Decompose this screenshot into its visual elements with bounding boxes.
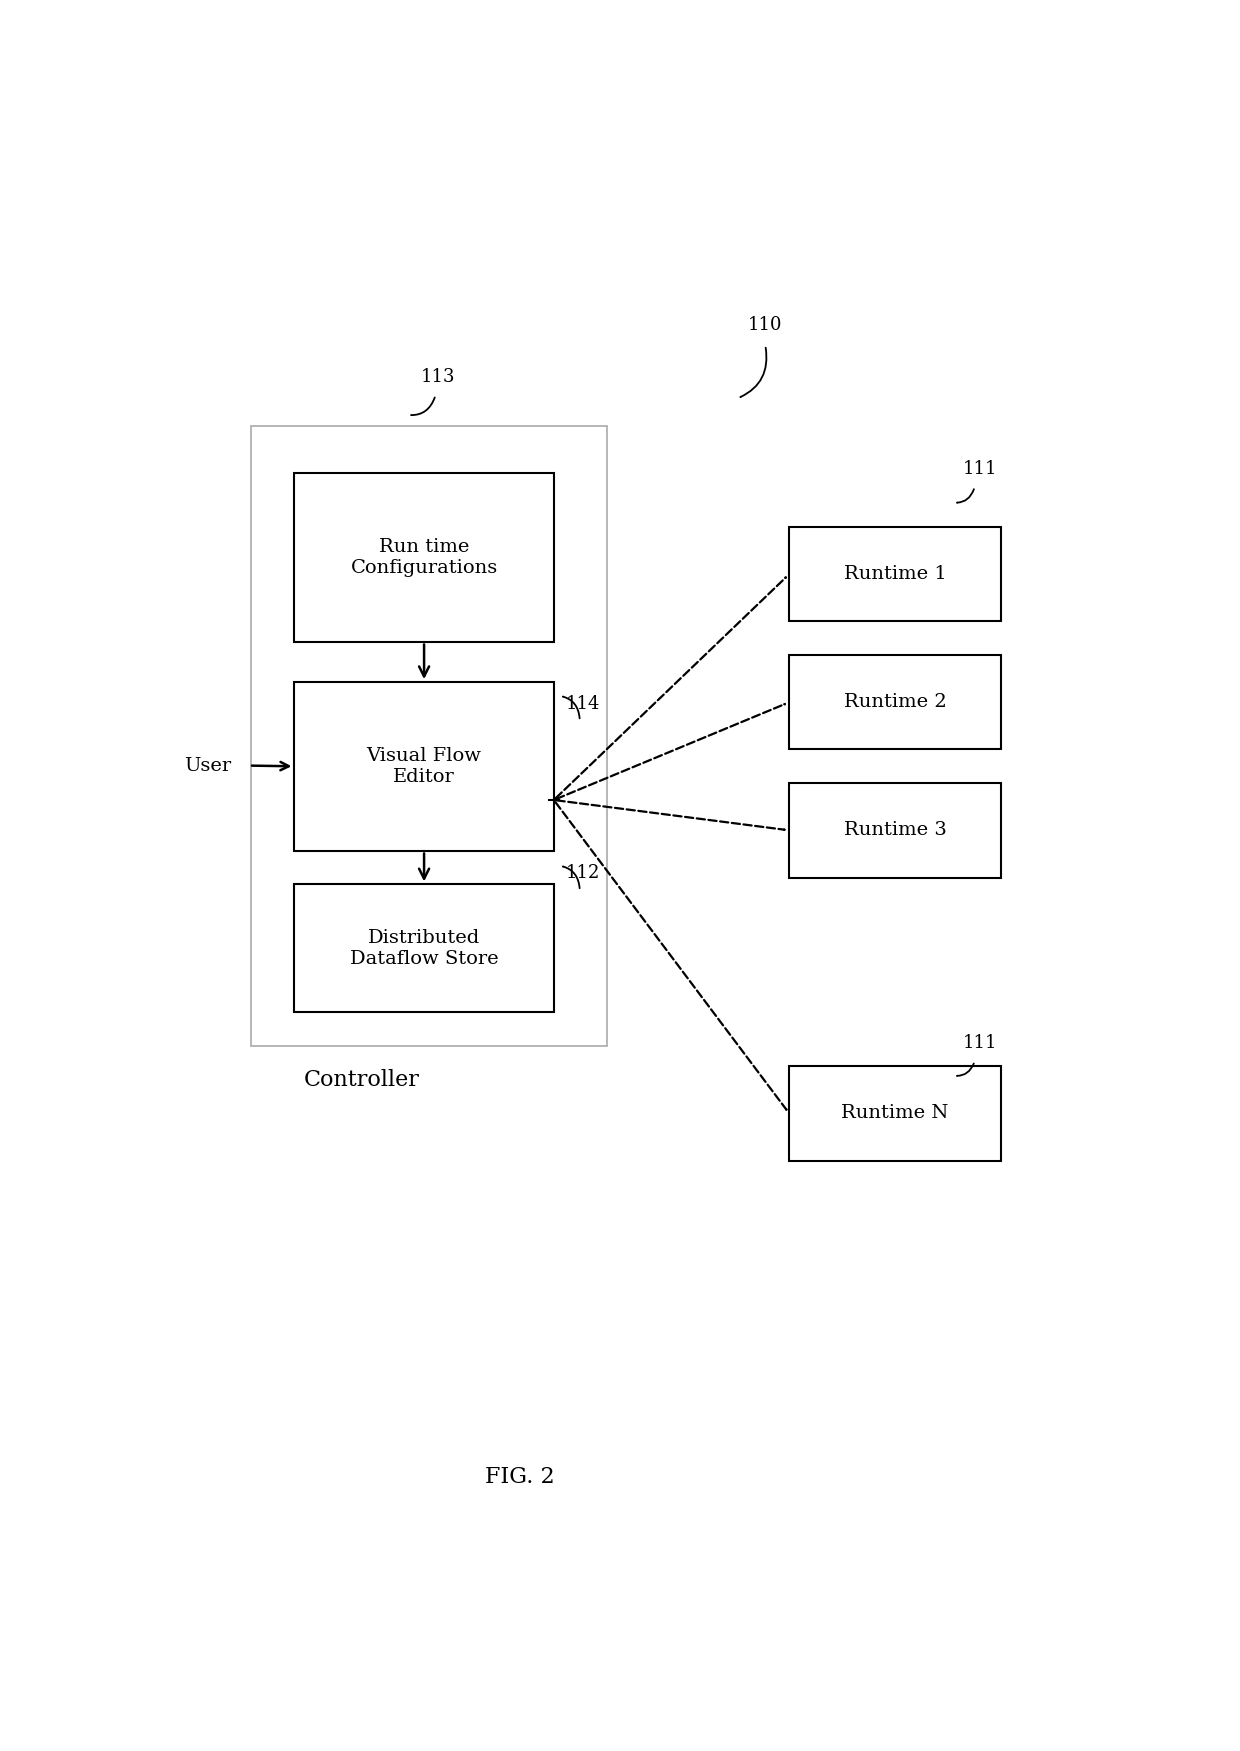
FancyArrowPatch shape (563, 697, 579, 718)
Text: 114: 114 (565, 695, 600, 713)
FancyArrowPatch shape (557, 800, 785, 830)
Text: 112: 112 (565, 865, 600, 883)
Text: Controller: Controller (304, 1068, 419, 1091)
FancyArrowPatch shape (957, 489, 973, 503)
FancyBboxPatch shape (789, 783, 1001, 877)
Text: FIG. 2: FIG. 2 (485, 1467, 556, 1488)
FancyArrowPatch shape (556, 802, 786, 1110)
FancyBboxPatch shape (294, 884, 554, 1012)
FancyArrowPatch shape (556, 578, 786, 798)
Text: Run time
Configurations: Run time Configurations (351, 538, 497, 576)
FancyBboxPatch shape (294, 473, 554, 641)
FancyBboxPatch shape (294, 683, 554, 851)
FancyArrowPatch shape (957, 1063, 973, 1075)
Text: User: User (185, 756, 232, 774)
FancyArrowPatch shape (557, 704, 785, 798)
Text: 111: 111 (962, 461, 997, 478)
Text: Runtime 3: Runtime 3 (843, 821, 946, 839)
Text: Runtime 1: Runtime 1 (843, 566, 946, 583)
Text: Runtime N: Runtime N (841, 1105, 949, 1122)
Text: 113: 113 (422, 368, 456, 387)
FancyBboxPatch shape (789, 1066, 1001, 1161)
FancyBboxPatch shape (789, 527, 1001, 622)
FancyBboxPatch shape (250, 425, 606, 1045)
FancyArrowPatch shape (412, 397, 435, 415)
Text: Visual Flow
Editor: Visual Flow Editor (367, 748, 481, 786)
Text: Distributed
Dataflow Store: Distributed Dataflow Store (350, 928, 498, 968)
FancyArrowPatch shape (563, 867, 579, 888)
Text: Runtime 2: Runtime 2 (843, 693, 946, 711)
FancyBboxPatch shape (789, 655, 1001, 749)
Text: 110: 110 (748, 315, 782, 334)
Text: 111: 111 (962, 1035, 997, 1052)
FancyArrowPatch shape (740, 348, 766, 397)
